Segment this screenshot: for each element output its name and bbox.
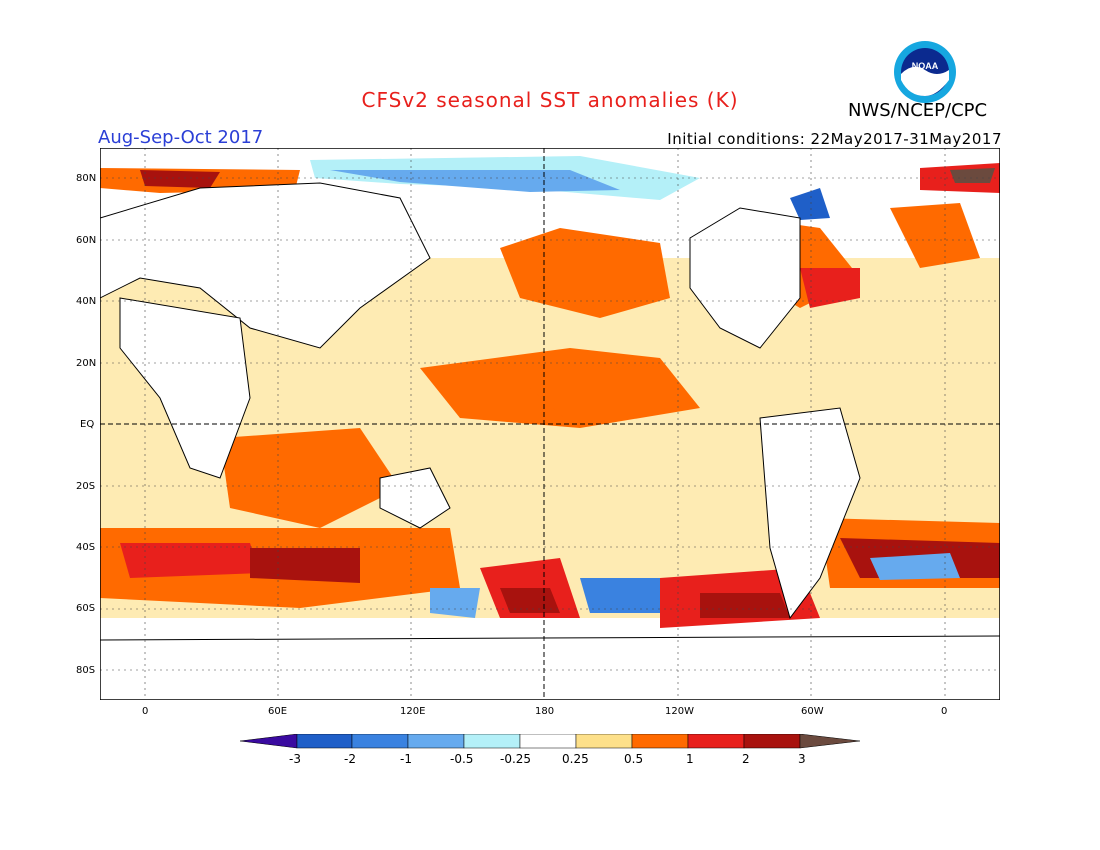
- lon-label-120w: 120W: [665, 706, 694, 717]
- colorbar-label: -2: [344, 752, 356, 766]
- colorbar-label: 3: [798, 752, 806, 766]
- colorbar-swatch-4: [463, 734, 521, 749]
- colorbar-swatch-1: [296, 734, 353, 749]
- colorbar-swatch-9: [743, 734, 801, 749]
- colorbar-label: -0.5: [450, 752, 474, 766]
- lat-label-20n: 20N: [76, 358, 97, 369]
- reference-lines: [100, 148, 1000, 700]
- colorbar-label: -0.25: [500, 752, 532, 766]
- forecast-period: Aug-Sep-Oct 2017: [98, 127, 264, 148]
- colorbar-swatch-7: [631, 734, 689, 749]
- lon-label-60w: 60W: [801, 706, 824, 717]
- colorbar-swatch-5: [519, 734, 577, 749]
- lat-label-eq: EQ: [80, 419, 95, 430]
- lat-label-80s: 80S: [76, 665, 96, 676]
- lon-label-180: 180: [535, 706, 555, 717]
- noaa-logo-icon: NOAA: [894, 41, 956, 103]
- colorbar-label: -3: [289, 752, 301, 766]
- lat-label-60s: 60S: [76, 603, 96, 614]
- colorbar-swatch-0: [240, 734, 298, 749]
- lat-label-40s: 40S: [76, 542, 96, 553]
- lat-label-20s: 20S: [76, 481, 96, 492]
- colorbar-label: 1: [686, 752, 694, 766]
- lat-label-40n: 40N: [76, 296, 97, 307]
- colorbar: [240, 734, 860, 749]
- colorbar-label: -1: [400, 752, 412, 766]
- colorbar-swatch-2: [351, 734, 409, 749]
- svg-text:NOAA: NOAA: [912, 61, 939, 71]
- lat-label-60n: 60N: [76, 235, 97, 246]
- lat-label-80n: 80N: [76, 173, 97, 184]
- lon-label-120e: 120E: [400, 706, 426, 717]
- lon-label-0: 0: [142, 706, 149, 717]
- colorbar-swatch-8: [687, 734, 745, 749]
- colorbar-label: 0.25: [562, 752, 589, 766]
- continents: [100, 182, 1000, 641]
- colorbar-swatch-3: [407, 734, 465, 749]
- lon-label-60e: 60E: [268, 706, 288, 717]
- colorbar-swatch-6: [575, 734, 633, 749]
- initial-conditions: Initial conditions: 22May2017-31May2017: [667, 130, 1002, 148]
- anomaly-fields: [100, 156, 1000, 700]
- agency-label: NWS/NCEP/CPC: [848, 100, 988, 121]
- lon-label-0-east: 0: [941, 706, 948, 717]
- sst-anomaly-map: [100, 148, 1000, 700]
- colorbar-swatch-10: [799, 734, 860, 749]
- colorbar-label: 2: [742, 752, 750, 766]
- colorbar-label: 0.5: [624, 752, 644, 766]
- map-title: CFSv2 seasonal SST anomalies (K): [361, 88, 739, 112]
